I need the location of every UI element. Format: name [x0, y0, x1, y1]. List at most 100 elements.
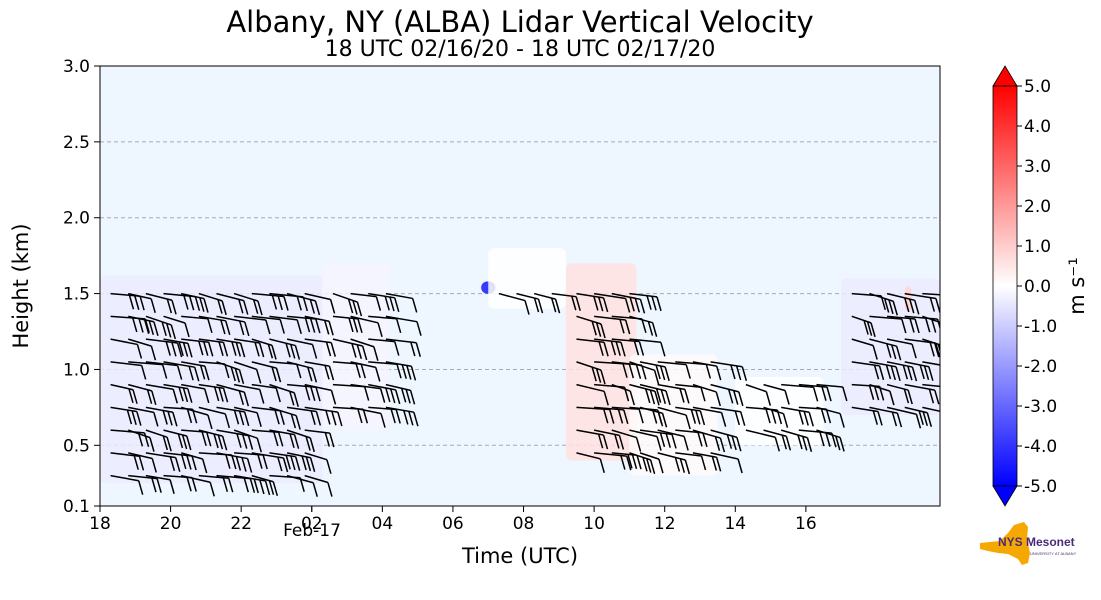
wind-barb-staff	[128, 406, 154, 414]
wind-barb	[163, 338, 193, 358]
wind-barb	[922, 292, 940, 296]
wind-barb-flag	[671, 434, 677, 449]
wind-barb-flag	[279, 319, 285, 334]
wind-barb-staff	[594, 292, 626, 300]
wind-barb	[216, 429, 254, 450]
wind-barb-flag	[187, 343, 193, 358]
wind-barb-staff	[692, 406, 722, 414]
wind-barb	[710, 406, 746, 426]
wind-barb-flag	[886, 343, 892, 358]
colorbar-tick-label: 3.0	[1024, 157, 1051, 177]
wind-barb-flag	[638, 408, 644, 424]
wind-barb-staff	[304, 474, 329, 484]
wind-barb	[533, 292, 561, 314]
wind-barb-flag	[633, 340, 640, 356]
wind-barb-flag	[878, 365, 885, 381]
wind-barb	[286, 406, 322, 426]
wind-barb-flag	[167, 411, 173, 426]
wind-barb-flag	[166, 323, 172, 338]
wind-barb	[286, 361, 318, 383]
wind-barb	[110, 361, 147, 380]
wind-barb	[368, 383, 401, 405]
colorbar-tick-label: 2.0	[1024, 197, 1051, 217]
wind-barb-flag	[684, 459, 691, 475]
wind-barb	[886, 406, 922, 429]
wind-barb-flag	[357, 408, 363, 424]
wind-barb	[269, 406, 301, 430]
wind-barb-staff	[368, 338, 395, 343]
logo-text: NYS Mesonet	[998, 535, 1075, 549]
wind-barb-flag	[329, 299, 336, 314]
wind-barb	[385, 292, 418, 313]
wind-barb-staff	[922, 292, 940, 296]
wind-barb-flag	[685, 364, 691, 379]
wind-barb	[286, 474, 318, 497]
wind-barb-flag	[379, 388, 386, 403]
wind-barb-staff	[869, 315, 902, 320]
wind-barb	[181, 361, 210, 381]
wind-barb	[145, 429, 172, 452]
wind-barb-flag	[909, 318, 915, 333]
wind-barb-flag	[408, 411, 414, 426]
wind-barb	[594, 315, 631, 335]
wind-barb	[181, 383, 210, 404]
wind-barb	[710, 361, 748, 381]
wind-barb-flag	[627, 454, 633, 469]
wind-barb-flag	[736, 437, 742, 452]
wind-barb-flag	[895, 346, 902, 361]
wind-barb-flag	[883, 298, 890, 313]
wind-barb-flag	[296, 363, 302, 379]
wind-barb-flag	[820, 408, 827, 423]
wind-barb-flag	[257, 454, 263, 469]
wind-barb-flag	[636, 455, 642, 470]
wind-barb-flag	[591, 321, 597, 336]
colorbar-tick-label: -3.0	[1024, 397, 1057, 417]
wind-barb-staff	[286, 338, 313, 346]
wind-barb-flag	[395, 318, 402, 334]
wind-barb-flag	[870, 322, 876, 338]
wind-barb-flag	[239, 342, 246, 358]
wind-barb	[145, 315, 177, 340]
wind-barb-flag	[645, 388, 651, 404]
wind-barb-flag	[289, 391, 295, 406]
wind-barb	[594, 338, 626, 357]
wind-barb-flag	[929, 342, 935, 357]
wind-barb-flag	[315, 387, 321, 402]
wind-barb-flag	[222, 388, 229, 403]
wind-barb-flag	[411, 298, 418, 313]
wind-barb-flag	[166, 298, 173, 314]
wind-barb-flag	[128, 388, 134, 404]
wind-barb-flag	[194, 366, 200, 382]
wind-barb-staff	[233, 406, 258, 414]
wind-barb	[145, 474, 175, 494]
wind-barb-flag	[213, 386, 220, 402]
wind-barb-flag	[394, 341, 400, 356]
wind-barb-flag	[765, 408, 771, 424]
wind-barb-flag	[730, 364, 736, 380]
wind-barb	[611, 383, 635, 406]
wind-barb-flag	[307, 366, 313, 382]
wind-barb-staff	[763, 406, 784, 415]
wind-barb-flag	[323, 320, 330, 335]
wind-barb-flag	[839, 437, 845, 452]
wind-barb-flag	[290, 413, 297, 429]
wind-barb-flag	[328, 321, 334, 336]
x-tick-label: 10	[583, 514, 605, 534]
wind-barb-staff	[816, 383, 843, 388]
wind-barb-flag	[598, 341, 604, 356]
wind-barb-flag	[175, 457, 181, 472]
wind-barb-staff	[368, 361, 398, 365]
wind-barb-flag	[347, 298, 354, 314]
wind-barb-flag	[937, 344, 940, 354]
wind-barb-flag	[385, 387, 391, 403]
wind-barb-flag	[267, 344, 274, 359]
y-tick-label: 2.0	[63, 209, 90, 229]
wind-barb-flag	[151, 458, 157, 473]
wind-barb	[110, 452, 145, 471]
wind-barb-flag	[231, 454, 237, 470]
wind-barb-flag	[533, 297, 540, 313]
wind-barb-flag	[225, 454, 231, 469]
wind-barb-flag	[357, 318, 363, 334]
wind-barb-flag	[711, 456, 718, 471]
wind-barb-flag	[602, 297, 609, 313]
